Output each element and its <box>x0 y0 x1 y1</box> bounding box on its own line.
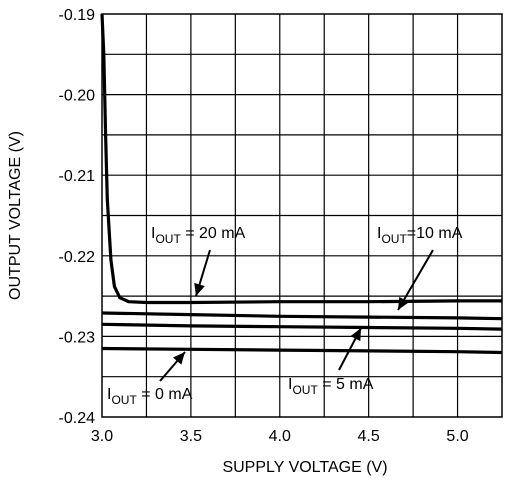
x-tick-label: 5.0 <box>446 428 468 445</box>
y-tick-label: -0.21 <box>59 168 96 185</box>
annotation-arrow-head <box>350 328 361 342</box>
annotation-arrow-head <box>194 282 205 296</box>
series-line-1 <box>101 311 503 321</box>
y-tick-label: -0.19 <box>59 7 96 24</box>
x-axis-label: SUPPLY VOLTAGE (V) <box>222 459 387 476</box>
y-tick-label: -0.24 <box>59 410 96 427</box>
annotation-arrow-head <box>398 296 409 310</box>
x-tick-label: 4.5 <box>358 428 380 445</box>
series-layer <box>100 13 503 355</box>
y-tick-label: -0.20 <box>59 88 96 105</box>
annotation-arrow-head <box>172 352 185 365</box>
x-tick-label: 3.5 <box>180 428 202 445</box>
annotation-label: IOUT = 5 mA <box>288 376 374 397</box>
annotation-label: IOUT = 0 mA <box>107 386 193 407</box>
series-line-0 <box>100 13 502 305</box>
y-axis-label: OUTPUT VOLTAGE (V) <box>7 131 24 300</box>
grid <box>102 14 502 417</box>
tick-labels: 3.0 3.5 4.0 4.5 5.0 -0.19 -0.20 -0.21 -0.22 -0.23… <box>59 7 469 445</box>
x-tick-label: 4.0 <box>269 428 291 445</box>
series-line-3 <box>101 346 503 355</box>
annotation-label: IOUT = 20 mA <box>151 225 246 246</box>
series-line-2 <box>101 322 503 331</box>
y-tick-label: -0.22 <box>59 249 96 266</box>
plot-frame <box>101 13 503 418</box>
x-tick-label: 3.0 <box>91 428 113 445</box>
y-tick-label: -0.23 <box>59 329 96 346</box>
annotation-label: IOUT=10 mA <box>377 225 463 246</box>
annotations: IOUT = 20 mA IOUT=10 mA IOUT = 5 mA IOUT = … <box>107 225 463 407</box>
